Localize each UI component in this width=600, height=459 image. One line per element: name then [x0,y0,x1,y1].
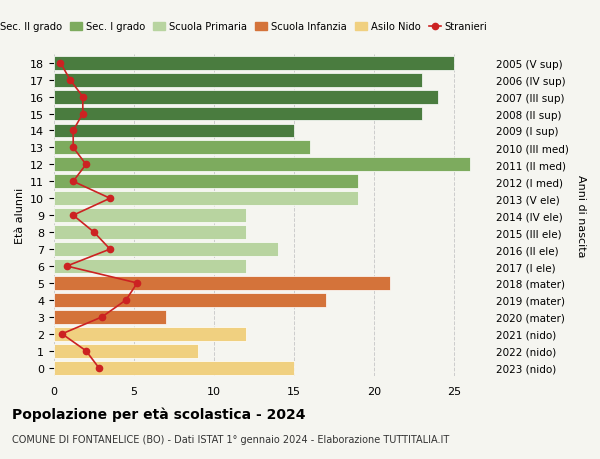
Bar [54,209,246,223]
Bar [54,192,358,206]
Y-axis label: Età alunni: Età alunni [14,188,25,244]
Bar [54,344,198,358]
Bar [54,293,326,307]
Text: Popolazione per età scolastica - 2024: Popolazione per età scolastica - 2024 [12,406,305,421]
Bar [54,259,246,274]
Bar [54,141,310,155]
Bar [54,124,294,138]
Bar [54,226,246,240]
Bar [54,243,278,257]
Legend: Sec. II grado, Sec. I grado, Scuola Primaria, Scuola Infanzia, Asilo Nido, Stran: Sec. II grado, Sec. I grado, Scuola Prim… [0,18,491,36]
Bar [54,175,358,189]
Bar [54,158,470,172]
Bar [54,73,422,87]
Bar [54,361,294,375]
Bar [54,276,390,290]
Bar [54,107,422,121]
Y-axis label: Anni di nascita: Anni di nascita [575,174,586,257]
Text: COMUNE DI FONTANELICE (BO) - Dati ISTAT 1° gennaio 2024 - Elaborazione TUTTITALI: COMUNE DI FONTANELICE (BO) - Dati ISTAT … [12,434,449,444]
Bar [54,90,438,104]
Bar [54,56,454,71]
Bar [54,310,166,324]
Bar [54,327,246,341]
